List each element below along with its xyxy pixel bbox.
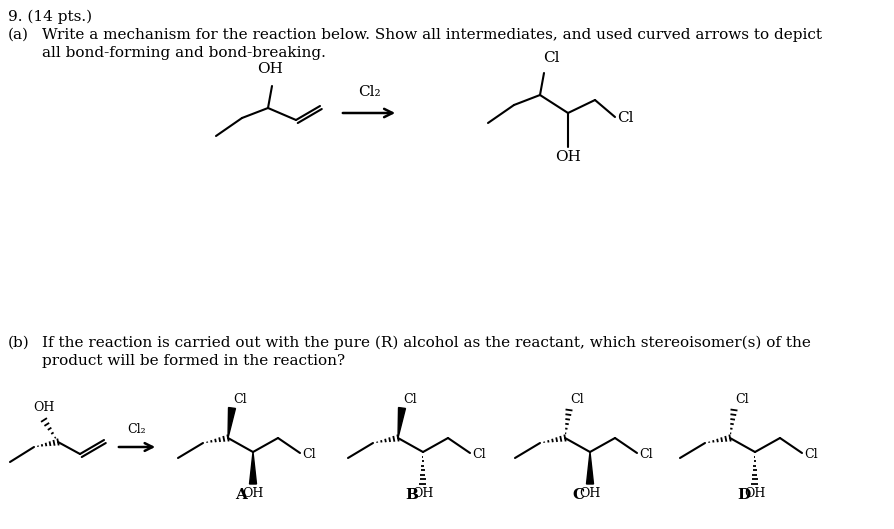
Text: Cl₂: Cl₂ xyxy=(128,423,146,436)
Text: 9. (14 pts.): 9. (14 pts.) xyxy=(8,10,92,24)
Text: If the reaction is carried out with the pure (R) alcohol as the reactant, which : If the reaction is carried out with the … xyxy=(42,336,810,350)
Text: OH: OH xyxy=(33,401,55,414)
Polygon shape xyxy=(228,407,235,438)
Text: Cl: Cl xyxy=(569,393,583,406)
Text: product will be formed in the reaction?: product will be formed in the reaction? xyxy=(42,354,345,368)
Text: Cl: Cl xyxy=(734,393,747,406)
Text: Cl: Cl xyxy=(232,393,247,406)
Text: C: C xyxy=(571,488,584,502)
Polygon shape xyxy=(398,407,405,438)
Text: OH: OH xyxy=(412,487,434,500)
Text: OH: OH xyxy=(257,62,283,76)
Text: (b): (b) xyxy=(8,336,30,350)
Text: (a): (a) xyxy=(8,28,29,42)
Text: OH: OH xyxy=(554,150,580,164)
Text: Cl: Cl xyxy=(471,448,485,461)
Text: Cl: Cl xyxy=(803,448,817,461)
Text: Write a mechanism for the reaction below. Show all intermediates, and used curve: Write a mechanism for the reaction below… xyxy=(42,28,821,42)
Polygon shape xyxy=(249,452,257,484)
Polygon shape xyxy=(586,452,593,484)
Text: Cl: Cl xyxy=(402,393,417,406)
Text: Cl: Cl xyxy=(543,51,559,65)
Text: OH: OH xyxy=(242,487,264,500)
Text: Cl: Cl xyxy=(301,448,316,461)
Text: all bond-forming and bond-breaking.: all bond-forming and bond-breaking. xyxy=(42,46,325,60)
Text: D: D xyxy=(736,488,749,502)
Text: Cl: Cl xyxy=(616,111,633,125)
Text: Cl₂: Cl₂ xyxy=(358,85,380,99)
Text: OH: OH xyxy=(578,487,600,500)
Text: Cl: Cl xyxy=(638,448,652,461)
Text: A: A xyxy=(235,488,247,502)
Text: OH: OH xyxy=(744,487,765,500)
Text: B: B xyxy=(405,488,417,502)
